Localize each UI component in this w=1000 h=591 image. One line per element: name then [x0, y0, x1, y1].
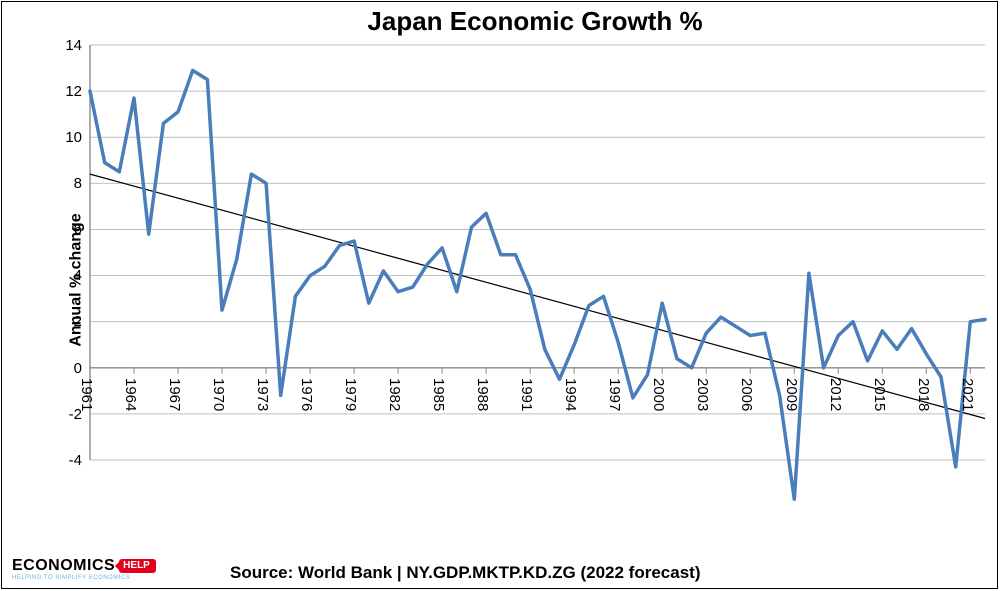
chart-container: Japan Economic Growth % Annual % change … [0, 0, 1000, 591]
y-tick: 8 [0, 175, 82, 192]
y-tick: 4 [0, 267, 82, 284]
x-tick: 1988 [474, 378, 491, 411]
x-tick: 2018 [915, 378, 932, 411]
y-tick: 14 [0, 37, 82, 54]
x-tick: 1964 [122, 378, 139, 411]
x-tick: 2012 [827, 378, 844, 411]
x-tick: 2000 [650, 378, 667, 411]
x-tick: 2003 [694, 378, 711, 411]
logo-subtitle: HELPING TO SIMPLIFY ECONOMICS [12, 575, 156, 581]
x-tick: 1997 [606, 378, 623, 411]
y-tick: 0 [0, 360, 82, 377]
y-tick: 10 [0, 129, 82, 146]
x-tick: 1985 [430, 378, 447, 411]
y-tick: -4 [0, 452, 82, 469]
x-tick: 2015 [871, 378, 888, 411]
x-tick: 1979 [342, 378, 359, 411]
x-tick: 1976 [298, 378, 315, 411]
x-tick: 1961 [78, 378, 95, 411]
logo-main: ECONOMICS [12, 557, 115, 574]
x-tick: 2006 [738, 378, 755, 411]
x-tick: 1994 [562, 378, 579, 411]
plot-svg [0, 0, 1000, 591]
x-tick: 2021 [959, 378, 976, 411]
x-tick: 1991 [518, 378, 535, 411]
y-tick: 2 [0, 313, 82, 330]
logo-tag: HELP [119, 559, 156, 573]
x-tick: 1973 [254, 378, 271, 411]
source-line: Source: World Bank | NY.GDP.MKTP.KD.ZG (… [230, 563, 980, 583]
y-tick: -2 [0, 406, 82, 423]
site-logo: ECONOMICS HELP HELPING TO SIMPLIFY ECONOM… [12, 558, 156, 581]
y-tick: 6 [0, 221, 82, 238]
x-tick: 1970 [210, 378, 227, 411]
x-tick: 1967 [166, 378, 183, 411]
x-tick: 2009 [783, 378, 800, 411]
y-tick: 12 [0, 83, 82, 100]
x-tick: 1982 [386, 378, 403, 411]
